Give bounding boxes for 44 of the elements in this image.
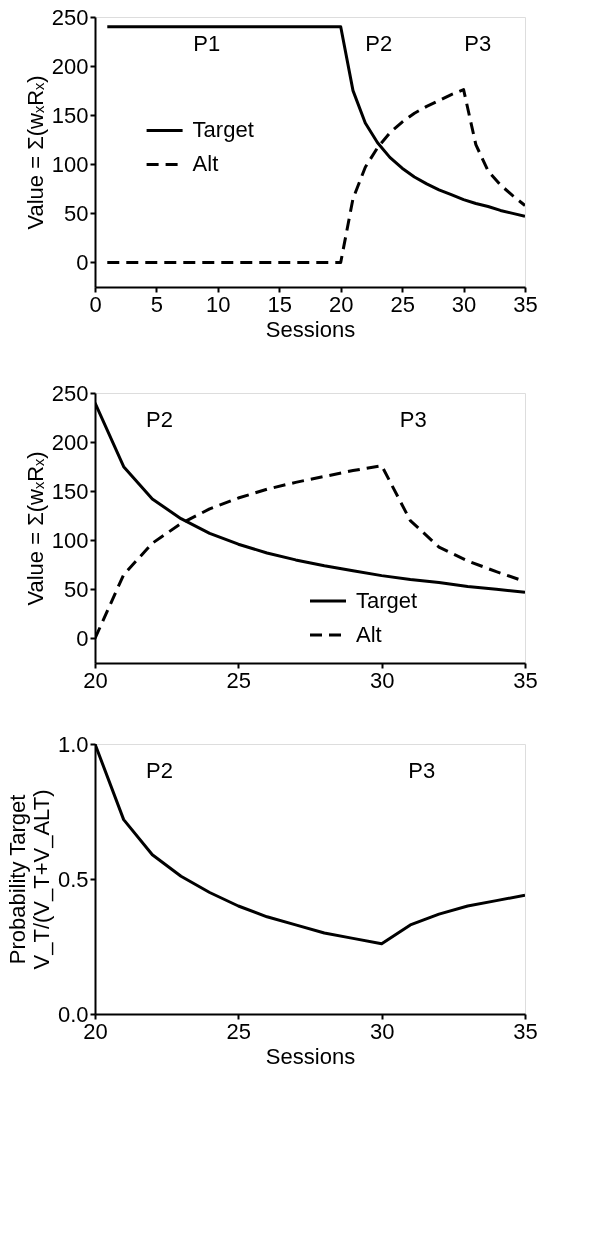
y-tick-label: 150 [51,102,89,128]
x-tick-label: 20 [83,667,108,693]
y-tick-label: 200 [51,429,89,455]
x-tick-label: 35 [513,1018,538,1044]
y-tick-label: 250 [51,380,89,406]
y-tick-label: 150 [51,478,89,504]
annotation: P2 [365,31,393,56]
y-tick-label: 50 [64,200,89,226]
y-axis-title: Value = Σ(wₓRₓ) [22,451,48,606]
x-tick-label: 30 [451,291,477,317]
y-tick-label: 50 [64,576,89,602]
legend-label: Target [192,117,254,143]
y-tick-label: 100 [51,151,89,177]
x-tick-label: 15 [267,291,293,317]
y-tick-label: 1.0 [57,731,89,757]
annotation: P2 [146,407,173,432]
x-axis-title: Sessions [265,316,356,342]
y-tick-label: 0.5 [57,866,89,892]
x-tick-label: 25 [226,1018,252,1044]
annotation: P3 [464,31,492,56]
x-tick-label: 25 [226,667,252,693]
legend-label: Target [356,587,418,613]
y-tick-label: 0 [76,249,89,275]
x-tick-label: 30 [369,1018,395,1044]
x-axis-title: Sessions [265,1043,356,1069]
annotation: P1 [193,31,221,56]
y-axis-title: Probability Target V_T/(V_T+V_ALT) [4,789,54,970]
x-tick-label: 35 [513,667,538,693]
y-axis-title: Value = Σ(wₓRₓ) [22,75,48,230]
annotation: P2 [146,758,173,783]
annotation: P3 [399,407,427,432]
x-tick-label: 30 [369,667,395,693]
y-tick-label: 100 [51,527,89,553]
legend-label: Alt [356,621,382,647]
annotation: P3 [408,758,436,783]
x-tick-label: 20 [328,291,354,317]
x-tick-label: 10 [206,291,231,317]
y-tick-label: 200 [51,53,89,79]
x-tick-label: 25 [390,291,415,317]
legend-label: Alt [192,151,219,177]
y-tick-label: 0 [76,625,89,651]
x-tick-label: 35 [513,291,538,317]
x-tick-label: 5 [150,291,164,317]
y-tick-label: 250 [51,4,89,30]
